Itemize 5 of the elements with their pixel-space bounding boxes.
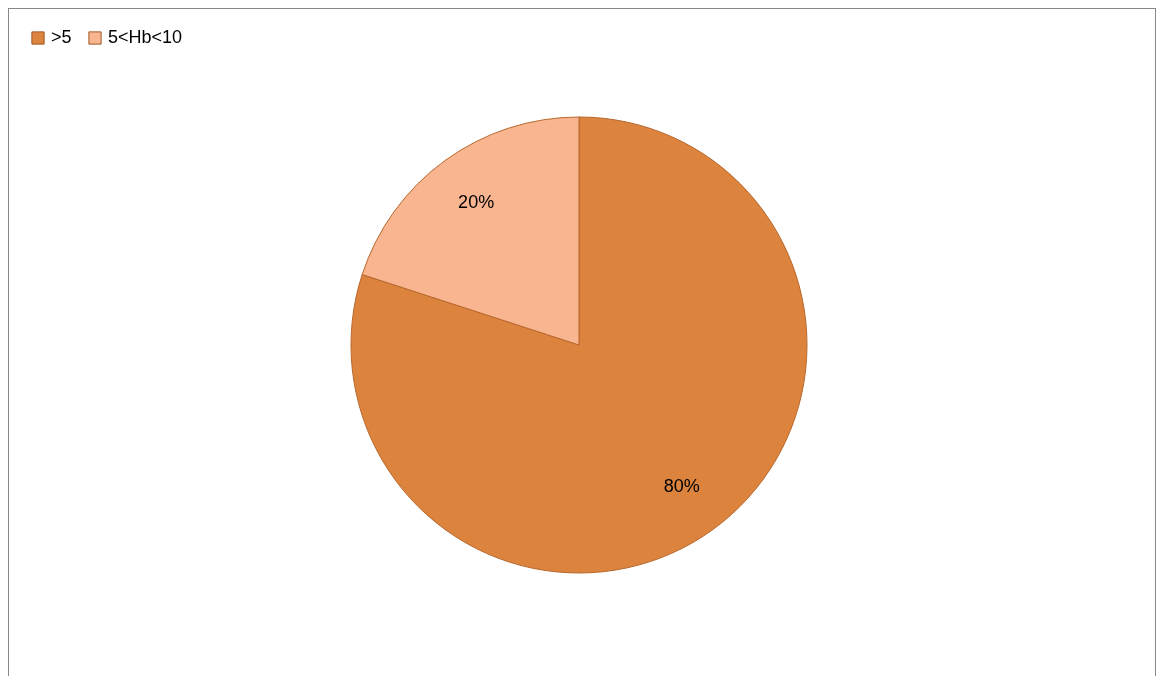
legend-label: 5<Hb<10 [108, 27, 183, 47]
pie-slice [350, 116, 808, 574]
legend-label: >5 [51, 27, 72, 47]
data-label: 20% [458, 192, 495, 213]
data-label: 80% [663, 475, 700, 496]
